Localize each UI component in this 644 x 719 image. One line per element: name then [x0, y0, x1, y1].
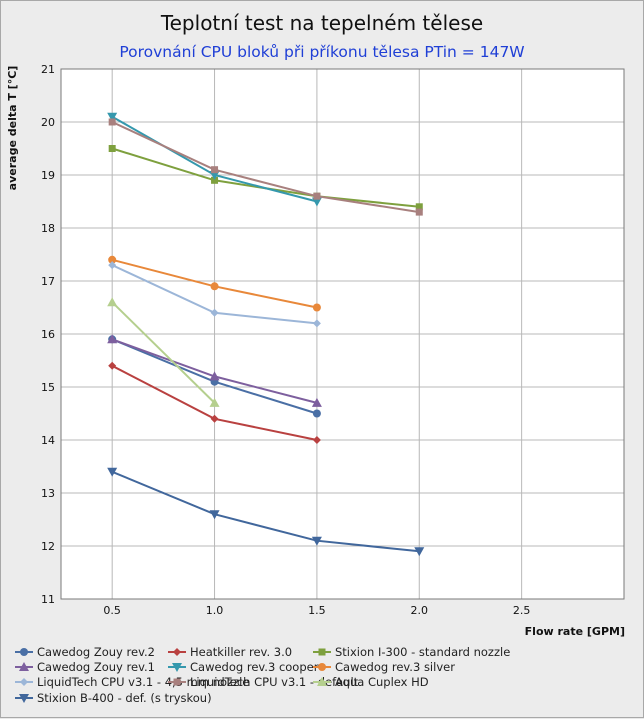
legend-label: Stixion B-400 - def. (s tryskou) [37, 691, 212, 705]
legend-item: LiquidTech CPU v3.1 - default [168, 675, 359, 689]
legend-marker [173, 678, 181, 686]
data-point [108, 145, 116, 152]
legend-label: LiquidTech CPU v3.1 - 4,5 mm nozzle [37, 675, 249, 689]
data-point [209, 510, 220, 520]
x-tick-label: 2.5 [513, 604, 531, 617]
y-tick-label: 15 [41, 381, 55, 394]
data-point [210, 414, 219, 423]
chart-title: Teplotní test na tepelném tělese [160, 11, 483, 35]
legend-label: LiquidTech CPU v3.1 - default [190, 675, 359, 689]
legend-marker [172, 663, 182, 672]
data-point [108, 261, 117, 270]
y-tick-label: 12 [41, 540, 55, 553]
data-point [312, 303, 321, 312]
data-point [312, 319, 321, 328]
legend-marker [20, 648, 28, 656]
legend-item: Cawedog rev.3 silver [313, 660, 455, 674]
x-tick-label: 0.5 [103, 604, 121, 617]
data-point [108, 255, 117, 264]
data-point [210, 308, 219, 317]
data-point [415, 203, 423, 211]
data-point [209, 171, 220, 180]
y-tick-label: 11 [41, 593, 55, 606]
legend-label: Cawedog Zouy rev.2 [37, 645, 155, 659]
data-point [211, 176, 219, 184]
legend-marker [173, 648, 181, 656]
data-point [211, 166, 219, 174]
y-tick-label: 18 [41, 222, 55, 235]
legend-item: Cawedog rev.3 cooper [168, 660, 319, 674]
legend-item: Stixion I-300 - standard nozzle [313, 645, 510, 659]
legend-item: Cawedog Zouy rev.1 [15, 660, 155, 674]
data-point [312, 409, 321, 418]
series-line [111, 301, 216, 404]
data-point [210, 282, 219, 291]
legend-item: Cawedog Zouy rev.2 [15, 645, 155, 659]
series-line [111, 121, 420, 214]
legend-marker [318, 663, 326, 671]
data-point [107, 467, 118, 477]
legend-label: Cawedog Zouy rev.1 [37, 660, 155, 674]
data-point [108, 361, 117, 370]
legend-label: Cawedog rev.3 cooper [190, 660, 319, 674]
data-point [311, 397, 322, 407]
y-tick-label: 14 [41, 434, 55, 447]
legend-label: Stixion I-300 - standard nozzle [335, 645, 510, 659]
x-tick-label: 2.0 [411, 604, 429, 617]
legend-marker [318, 648, 326, 656]
data-point [107, 112, 118, 122]
data-point [108, 118, 116, 126]
y-tick-label: 17 [41, 275, 55, 288]
data-point [312, 436, 321, 444]
data-point [107, 334, 118, 344]
y-axis-label: average delta T [°C] [6, 66, 19, 191]
legend-item: Aqua Cuplex HD [313, 675, 429, 689]
chart-subtitle: Porovnání CPU bloků při příkonu tělesa P… [119, 43, 524, 61]
y-tick-label: 19 [41, 169, 55, 182]
data-point [107, 297, 118, 307]
x-axis-label: Flow rate [GPM] [525, 625, 625, 638]
legend-item: Stixion B-400 - def. (s tryskou) [15, 691, 212, 705]
x-tick-label: 1.5 [308, 604, 326, 617]
legend-marker [317, 677, 327, 686]
legend-label: Aqua Cuplex HD [335, 675, 429, 689]
legend-marker [20, 678, 28, 686]
y-tick-label: 21 [41, 63, 55, 76]
data-point [414, 547, 425, 557]
data-point [209, 371, 220, 381]
series-line [111, 470, 420, 553]
plot-border [60, 68, 625, 600]
data-point [209, 397, 220, 407]
legend-label: Cawedog rev.3 silver [335, 660, 455, 674]
legend-label: Heatkiller rev. 3.0 [190, 645, 292, 659]
data-point [415, 208, 423, 216]
legend-marker [19, 662, 29, 671]
data-point [313, 192, 321, 200]
y-tick-label: 16 [41, 328, 55, 341]
legend-marker [19, 694, 29, 703]
legend-item: LiquidTech CPU v3.1 - 4,5 mm nozzle [15, 675, 249, 689]
data-point [311, 197, 322, 207]
y-tick-label: 13 [41, 487, 55, 500]
data-point [311, 536, 322, 546]
x-tick-label: 1.0 [206, 604, 224, 617]
legend-item: Heatkiller rev. 3.0 [168, 645, 292, 659]
y-tick-label: 20 [41, 116, 55, 129]
